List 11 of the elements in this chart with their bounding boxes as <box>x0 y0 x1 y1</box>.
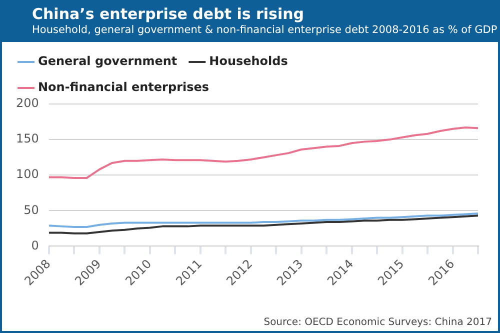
y-tick-label: 50 <box>24 202 39 217</box>
y-tick-label: 200 <box>16 96 39 110</box>
y-tick-label: 0 <box>31 238 39 252</box>
chart-title: China’s enterprise debt is rising <box>32 4 306 23</box>
source-note: Source: OECD Economic Surveys: China 2017 <box>264 317 492 328</box>
legend-label: Non-financial enterprises <box>38 80 210 94</box>
chart-subtitle: Household, general government & non-financial enterprise debt 2008-2016 as % of GDP <box>32 24 498 36</box>
y-tick-label: 100 <box>16 167 39 182</box>
legend-label: Households <box>209 54 288 68</box>
y-tick-label: 150 <box>16 132 39 146</box>
legend-label: General government <box>38 54 178 68</box>
